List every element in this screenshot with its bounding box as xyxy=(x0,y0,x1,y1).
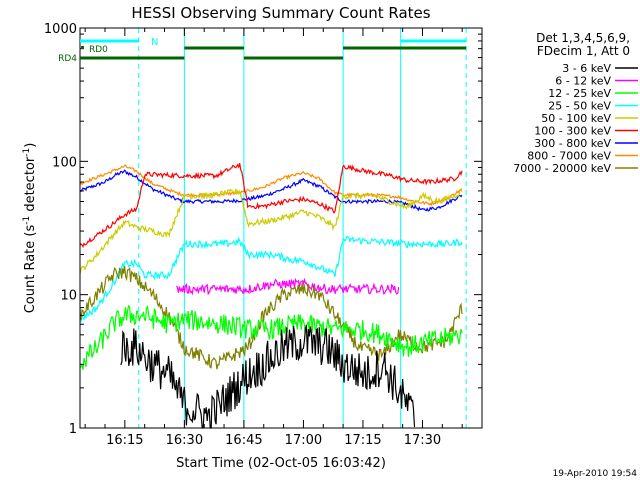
x-tick-label-5: 17:30 xyxy=(404,433,441,448)
series-line-2 xyxy=(79,163,463,248)
legend-label-6: 300 - 800 keV xyxy=(534,137,611,150)
y-tick-label-3: 1000 xyxy=(44,22,77,37)
x-tick-label-4: 17:15 xyxy=(344,433,381,448)
legend-label-1: 6 - 12 keV xyxy=(555,75,611,88)
legend-header-line-1: Det 1,3,4,5,6,9, xyxy=(536,31,630,45)
annotation-rd0: RD0 xyxy=(89,45,108,55)
chart-title: HESSI Observing Summary Count Rates xyxy=(131,4,430,22)
legend-label-3: 25 - 50 keV xyxy=(548,100,611,113)
rd0-marker xyxy=(81,46,84,49)
x-tick-label-1: 16:30 xyxy=(166,433,203,448)
series-line-4 xyxy=(79,235,463,323)
legend-label-2: 12 - 25 keV xyxy=(548,87,611,100)
x-tick-label-3: 17:00 xyxy=(285,433,322,448)
legend-label-7: 800 - 7000 keV xyxy=(527,150,611,163)
series-line-5 xyxy=(175,277,400,296)
y-axis-label: Count Rate (s-1 detector-1) xyxy=(22,143,38,314)
footer-timestamp: 19-Apr-2010 19:54 xyxy=(553,469,638,479)
legend-header-line-2: FDecim 1, Att 0 xyxy=(537,44,630,58)
legend-label-4: 50 - 100 keV xyxy=(541,112,611,125)
x-tick-label-0: 16:15 xyxy=(106,433,143,448)
series-line-1 xyxy=(79,164,463,207)
x-axis-label: Start Time (02-Oct-05 16:03:42) xyxy=(176,456,386,471)
y-tick-label-1: 10 xyxy=(60,289,77,304)
series-line-7 xyxy=(79,304,463,370)
legend-label-5: 100 - 300 keV xyxy=(534,125,611,138)
series-line-3 xyxy=(79,188,463,275)
legend-label-8: 7000 - 20000 keV xyxy=(513,162,611,175)
y-tick-label-0: 1 xyxy=(69,422,77,437)
annotation-n: N xyxy=(151,37,158,48)
series-line-6 xyxy=(79,265,463,370)
y-tick-label-2: 100 xyxy=(52,155,77,170)
series-line-0 xyxy=(79,169,463,212)
legend-label-0: 3 - 6 keV xyxy=(562,62,611,75)
series-line-8 xyxy=(120,324,416,429)
annotation-rd4: RD4 xyxy=(58,54,77,64)
plot-frame xyxy=(79,27,483,429)
x-tick-label-2: 16:45 xyxy=(225,433,262,448)
legend: Det 1,3,4,5,6,9, FDecim 1, Att 0 3 - 6 k… xyxy=(513,31,638,175)
